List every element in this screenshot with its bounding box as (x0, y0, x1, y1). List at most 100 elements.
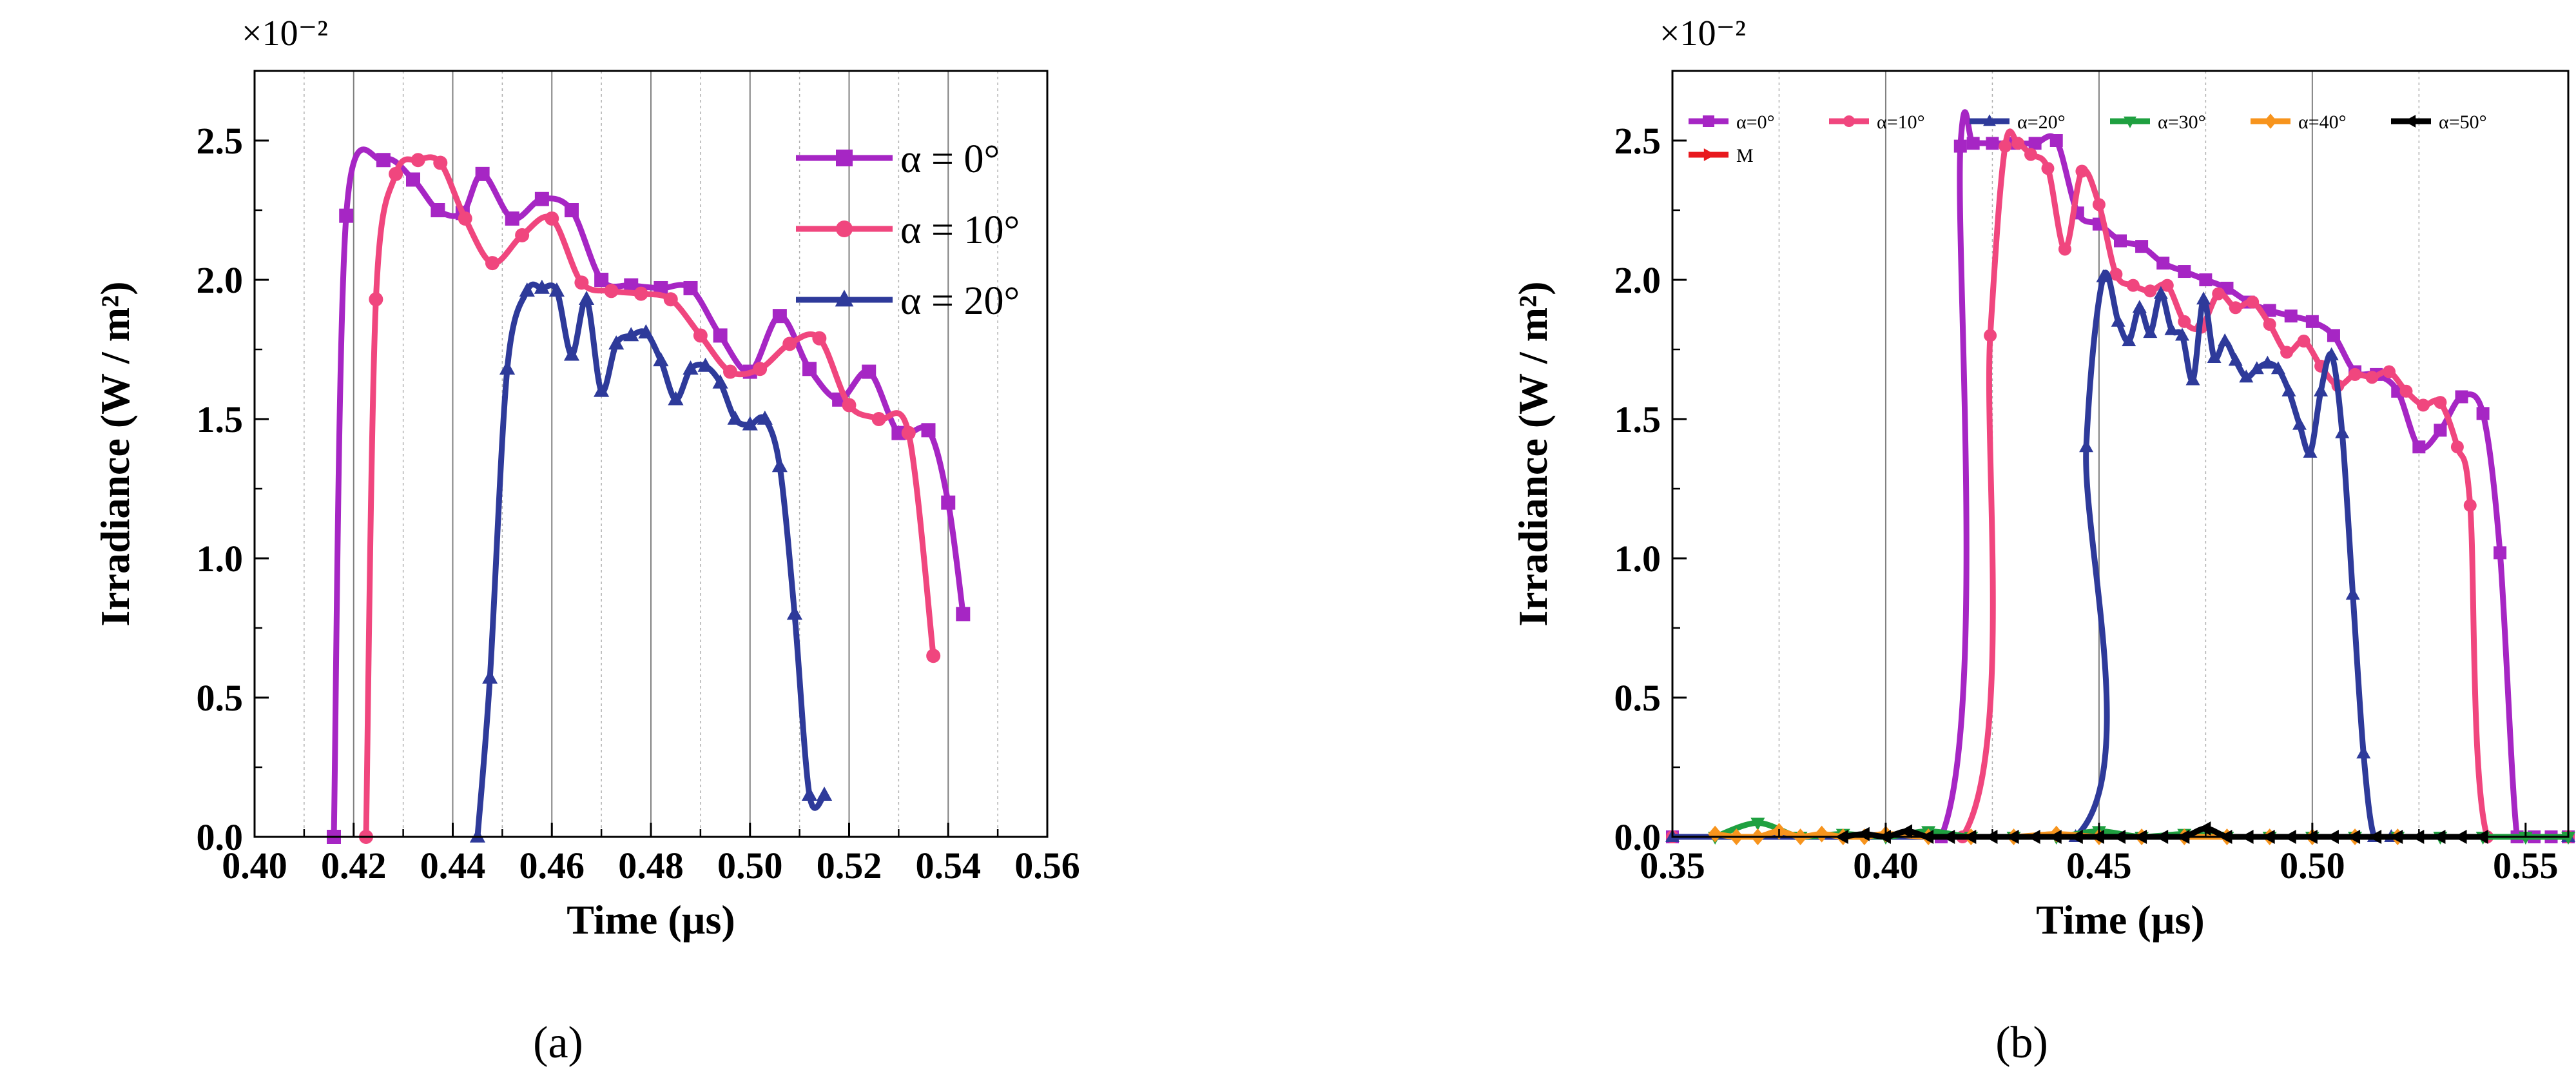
data-point (594, 382, 610, 397)
series-line (363, 154, 936, 838)
data-point (2199, 273, 2213, 286)
data-point (2178, 265, 2191, 279)
data-point (723, 364, 737, 379)
legend-label: α=30° (2158, 112, 2206, 133)
data-point (2303, 444, 2318, 458)
data-point (2198, 821, 2211, 836)
chart-b-ticks: 0.35 0.40 0.45 0.50 0.55 0.0 0.5 1.0 1.5 2.0 2.5 (1614, 70, 2559, 887)
x-tick-label: 0.48 (618, 845, 684, 887)
x-tick-label: 0.45 (2066, 845, 2132, 887)
data-point (2207, 349, 2222, 363)
data-point (634, 286, 648, 301)
data-point (2494, 546, 2507, 560)
series-a-1 (358, 153, 941, 844)
data-point (2156, 257, 2170, 270)
data-point (1986, 137, 1999, 150)
data-point (548, 282, 565, 297)
data-point (475, 166, 490, 181)
data-point (786, 605, 803, 620)
legend-label: α=10° (1877, 112, 1925, 133)
caption-b: (b) (1995, 1018, 2048, 1068)
series-line (1672, 270, 2568, 840)
data-point (771, 458, 788, 473)
data-point (2463, 498, 2477, 512)
legend-label: α = 20° (900, 279, 1020, 323)
data-point (654, 280, 668, 295)
data-point (469, 828, 486, 843)
data-point (921, 423, 936, 438)
data-point (757, 410, 773, 425)
legend-item-b-5: α=50° (2391, 112, 2487, 133)
legend-swatch-marker (1703, 115, 1714, 127)
chart-b: 0.35 0.40 0.45 0.50 0.55 0.0 0.5 1.0 1.5 2.0 2.5 T… (1510, 14, 2575, 1068)
data-point (2109, 268, 2123, 281)
data-point (801, 787, 818, 801)
data-point (901, 426, 916, 440)
x-tick-label: 0.56 (1014, 845, 1080, 887)
legend-swatch-marker (1843, 115, 1855, 127)
data-point (604, 284, 619, 299)
legend-item-a-2: α = 20° (796, 279, 1020, 323)
data-point (2153, 286, 2168, 299)
series-line (1672, 109, 2568, 840)
data-point (713, 328, 728, 343)
legend-label: α = 10° (900, 208, 1020, 252)
y-tick-label: 2.0 (197, 259, 244, 301)
data-point (2356, 745, 2371, 759)
data-point (2079, 439, 2094, 453)
legend-label: α=50° (2439, 112, 2487, 133)
data-point (693, 328, 708, 343)
x-tick-label: 0.42 (321, 845, 387, 887)
data-point (2518, 832, 2533, 845)
legend-swatch-marker (2124, 116, 2136, 128)
data-point (812, 331, 827, 346)
data-point (2434, 396, 2447, 409)
x-tick-label: 0.55 (2493, 845, 2559, 887)
data-point (753, 362, 768, 377)
data-point (574, 275, 589, 290)
data-point (534, 279, 550, 294)
data-point (742, 416, 758, 431)
series-a-2 (469, 279, 833, 843)
data-point (2218, 333, 2232, 347)
data-point (2399, 384, 2413, 398)
data-point (1899, 824, 1913, 839)
chart-b-x-axis-title: Time (µs) (2036, 897, 2204, 943)
x-tick-label: 0.40 (222, 845, 287, 887)
x-tick-label: 0.50 (717, 845, 783, 887)
data-point (2561, 832, 2575, 845)
data-point (545, 211, 559, 226)
data-point (2212, 287, 2225, 300)
data-point (727, 410, 743, 425)
data-point (663, 292, 678, 307)
data-point (2126, 279, 2140, 292)
data-point (2263, 318, 2276, 331)
data-point (2314, 383, 2329, 397)
data-point (482, 669, 498, 684)
data-point (2324, 347, 2339, 360)
legend-swatch-marker (1983, 114, 1996, 126)
data-point (2281, 383, 2296, 397)
data-point (2144, 284, 2157, 298)
data-point (519, 282, 535, 297)
data-point (2239, 369, 2254, 383)
chart-b-plot-frame (1671, 70, 2570, 838)
data-point (2096, 269, 2111, 282)
chart-a-y-axis-title: Irradiance (W / m²) (92, 281, 138, 626)
legend-swatch-marker (836, 150, 853, 166)
data-point (411, 153, 425, 168)
chart-a-y-multiplier: ×10⁻² (242, 14, 328, 54)
data-point (2111, 313, 2126, 327)
data-point (683, 280, 698, 295)
legend-item-b-3: α=30° (2110, 112, 2206, 133)
data-point (1953, 139, 1967, 153)
legend-item-a-1: α = 10° (796, 208, 1020, 252)
data-point (1814, 825, 1829, 843)
data-point (842, 398, 857, 413)
data-point (2196, 291, 2211, 305)
data-point (2228, 353, 2243, 366)
data-point (1750, 818, 1765, 831)
series-b-2 (1665, 269, 2575, 842)
data-point (2246, 295, 2260, 309)
x-tick-label: 0.54 (916, 845, 982, 887)
